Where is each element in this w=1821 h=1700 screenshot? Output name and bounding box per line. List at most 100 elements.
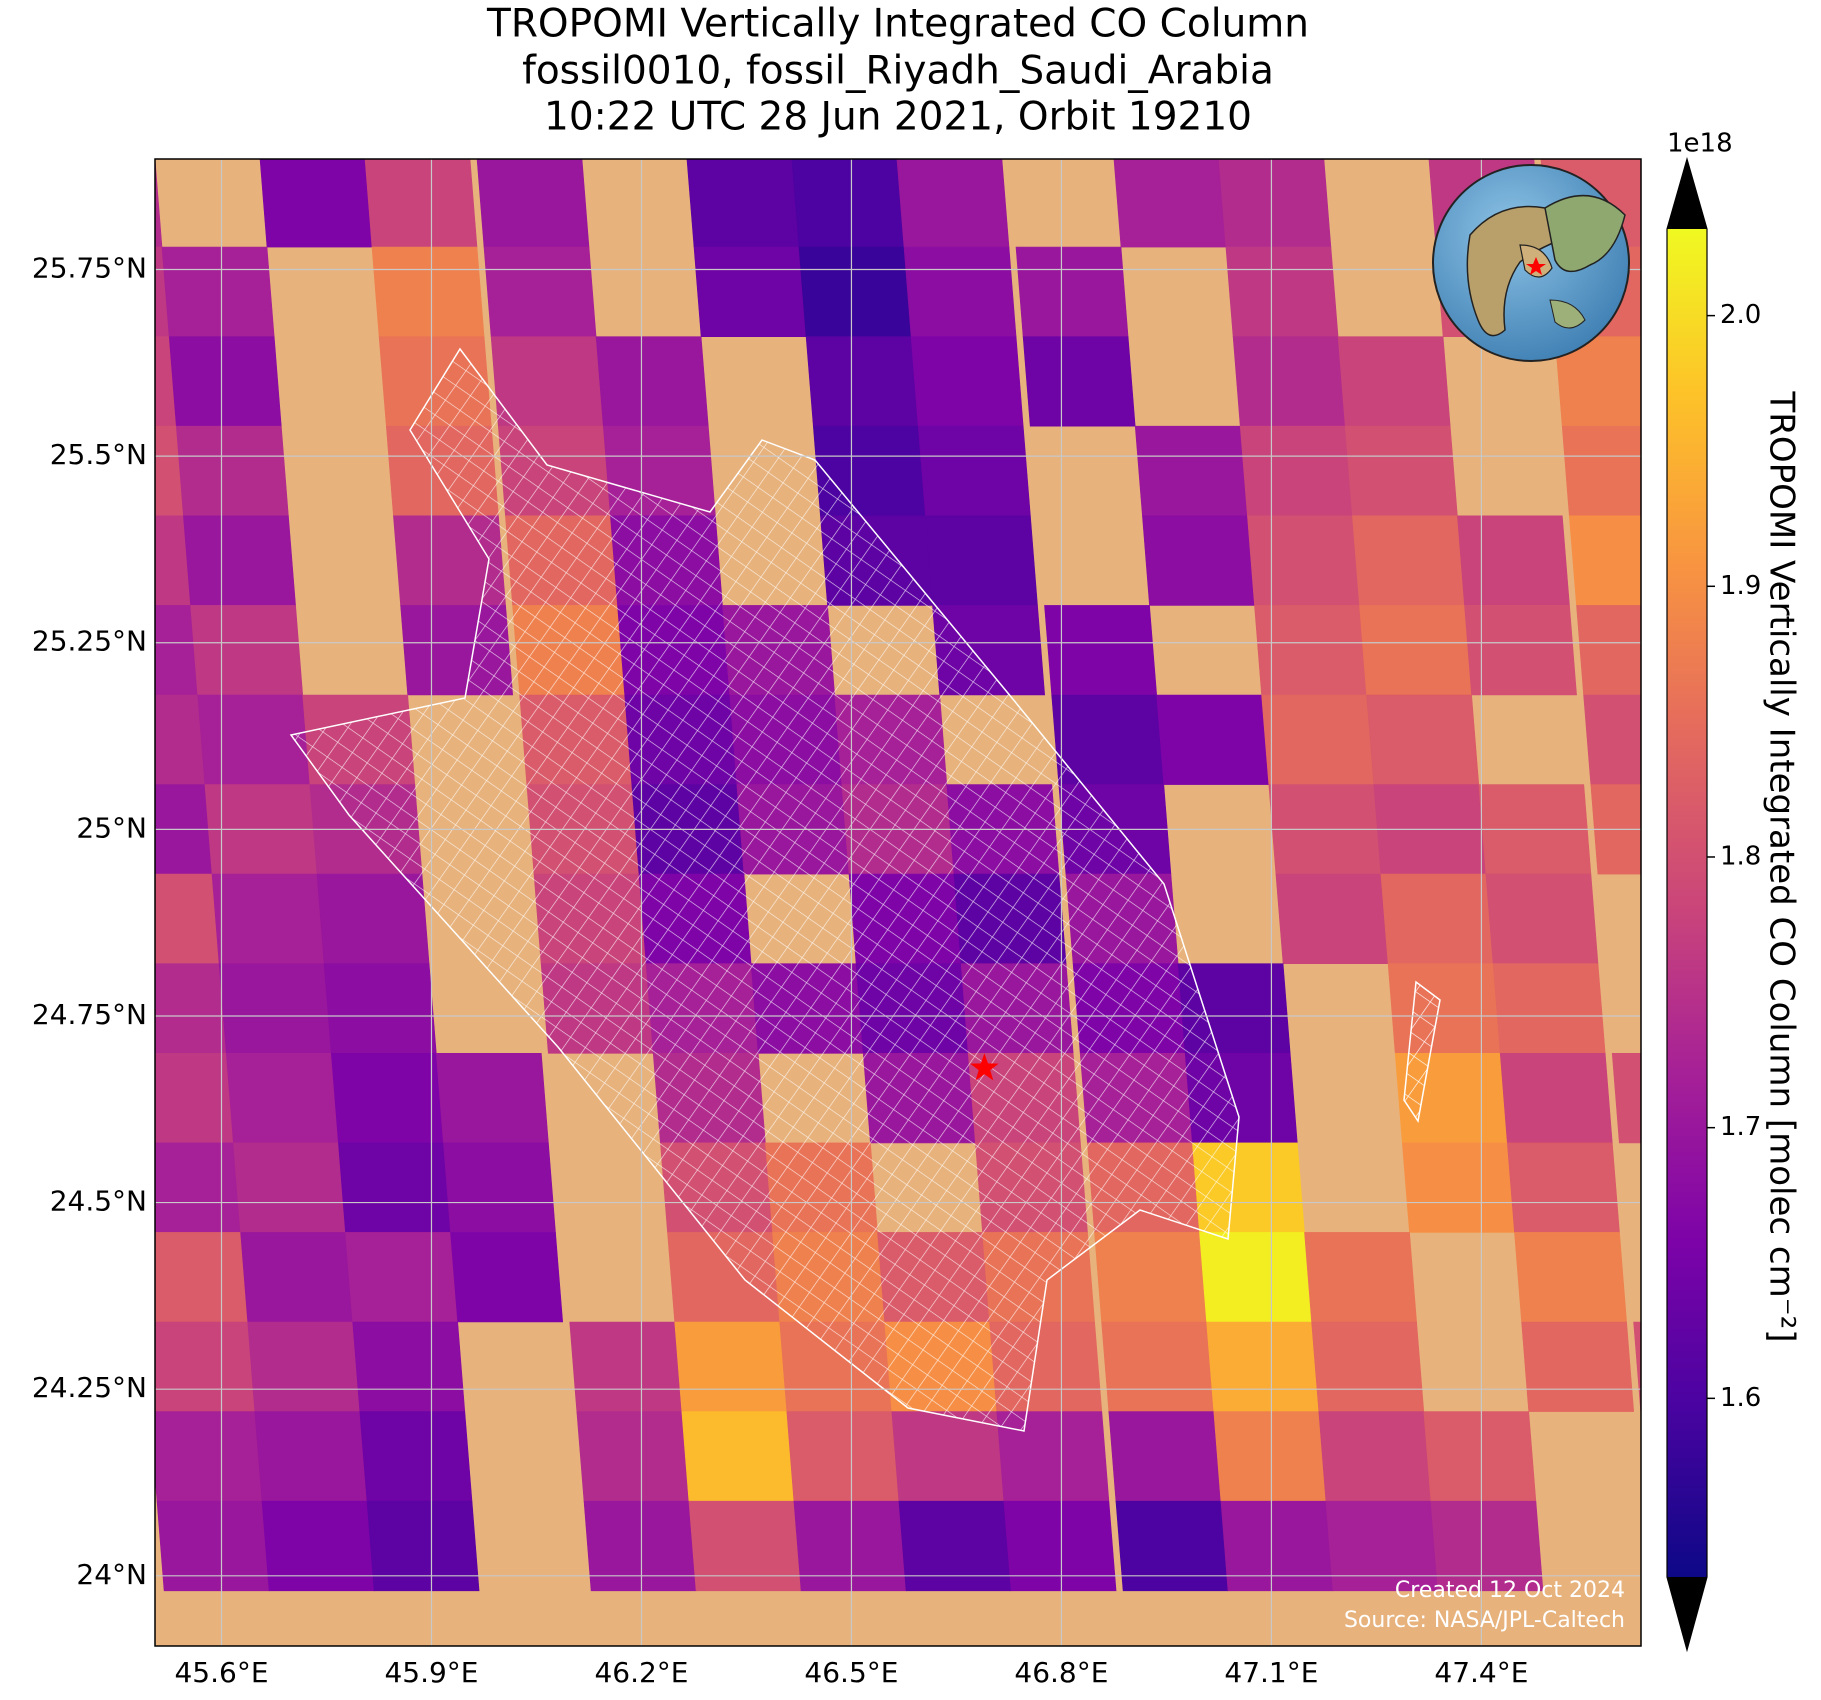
co-pixel — [1304, 1232, 1417, 1323]
co-pixel — [1220, 1500, 1334, 1592]
x-tick-label: 45.6°E — [174, 1656, 268, 1689]
co-pixel — [359, 1411, 473, 1502]
co-pixel — [183, 515, 296, 606]
y-tick-label: 25.25°N — [32, 625, 147, 658]
co-pixel — [1115, 1500, 1229, 1592]
credit: Created 12 Oct 2024 — [1395, 1578, 1625, 1603]
co-pixel — [155, 1053, 234, 1144]
co-pixel — [1094, 1232, 1207, 1323]
y-tick-label: 25.75°N — [32, 251, 147, 284]
co-pixel — [1430, 1500, 1544, 1592]
globe-inset — [1432, 164, 1630, 362]
co-pixel — [1213, 1411, 1327, 1502]
co-pixel — [364, 159, 478, 248]
co-pixel — [1311, 1321, 1425, 1412]
co-pixel — [1576, 605, 1641, 696]
co-pixel — [323, 963, 437, 1054]
colorbar-gradient — [1667, 229, 1707, 1577]
co-pixel — [197, 694, 311, 785]
co-pixel — [1199, 1232, 1312, 1323]
co-pixel — [1003, 1500, 1117, 1592]
colorbar-tick-label: 2.0 — [1720, 300, 1761, 330]
gridlines — [155, 159, 1641, 1646]
co-pixel — [1352, 515, 1465, 606]
colorbar-label: TROPOMI Vertically Integrated CO Column … — [1762, 390, 1802, 1342]
y-tick-label: 24.5°N — [50, 1185, 147, 1218]
co-pixel — [1101, 1321, 1215, 1412]
co-pixel — [1015, 246, 1129, 338]
co-pixel — [1568, 515, 1641, 606]
co-pixel — [1387, 963, 1501, 1054]
co-pixel — [569, 1321, 683, 1412]
co-pixel — [1156, 694, 1270, 785]
co-pixel — [155, 336, 177, 427]
co-pixel — [791, 159, 905, 248]
co-pixel — [576, 1411, 690, 1502]
co-pixel — [155, 873, 220, 965]
x-tick-label: 46.5°E — [804, 1656, 898, 1689]
co-pixel — [483, 246, 597, 338]
co-pixel — [435, 1053, 549, 1144]
co-pixel — [1457, 515, 1570, 606]
x-tick-label: 45.9°E — [384, 1656, 478, 1689]
co-pixel — [155, 1321, 256, 1412]
subtitle: 10:22 UTC 28 Jun 2021, Orbit 19210 — [544, 95, 1252, 140]
co-pixel — [583, 1500, 697, 1592]
x-tick-label: 46.2°E — [594, 1656, 688, 1689]
co-pixel — [338, 1142, 451, 1233]
co-pixel — [211, 873, 325, 965]
co-pixel — [247, 1321, 361, 1412]
map-frame — [154, 158, 1642, 1647]
co-pixel — [1344, 425, 1458, 517]
co-pixel — [1423, 1411, 1537, 1502]
co-pixel — [891, 1411, 1005, 1502]
co-pixel — [161, 246, 275, 338]
co-pixel — [240, 1232, 354, 1323]
co-pixel — [155, 1232, 249, 1323]
co-pixel — [330, 1053, 444, 1144]
co-pixel — [218, 963, 332, 1054]
co-pixel — [798, 246, 912, 338]
co-pixel — [1485, 873, 1599, 965]
x-tick-label: 47.1°E — [1224, 1656, 1318, 1689]
co-pixel — [233, 1142, 346, 1233]
co-pixel — [1583, 694, 1641, 785]
title: TROPOMI Vertically Integrated CO Column — [486, 2, 1309, 47]
colorbar: 1e18 TROPOMI Vertically Integrated CO Co… — [1666, 129, 1802, 1653]
co-pixel — [793, 1500, 907, 1592]
co-pixel — [686, 159, 800, 248]
co-pixel — [917, 425, 1031, 517]
co-pixel — [896, 159, 1010, 248]
co-pixel — [1206, 1321, 1320, 1412]
co-pixel — [1232, 336, 1346, 427]
colorbar-tick-label: 1.9 — [1720, 571, 1761, 601]
colorbar-offset: 1e18 — [1667, 129, 1733, 159]
co-pixel — [1554, 336, 1641, 427]
co-pixel — [190, 605, 304, 696]
co-pixel — [1108, 1411, 1222, 1502]
y-tick-label: 24°N — [76, 1558, 147, 1591]
co-pixel — [254, 1411, 368, 1502]
co-pixel — [1142, 515, 1255, 606]
co-pixel — [316, 873, 430, 965]
co-pixel — [693, 246, 807, 338]
co-pixel — [595, 336, 709, 427]
co-pixel — [1225, 246, 1339, 338]
colorbar-tick-label: 1.7 — [1720, 1112, 1761, 1142]
co-pixel — [168, 336, 282, 427]
x-tick-label: 46.8°E — [1014, 1656, 1108, 1689]
co-pixel — [1611, 1053, 1641, 1144]
co-pixel — [805, 336, 919, 427]
co-pixel — [1359, 605, 1472, 696]
co-pixel — [1239, 425, 1353, 517]
co-pixel — [345, 1232, 459, 1323]
co-pixel — [155, 694, 206, 785]
co-pixel — [1561, 425, 1641, 517]
co-pixel — [259, 159, 373, 248]
y-tick-label: 24.75°N — [32, 998, 147, 1031]
co-pixel — [1521, 1321, 1635, 1412]
map: Created 12 Oct 2024 Source: NASA/JPL-Cal… — [155, 159, 1641, 1646]
co-pixel — [898, 1500, 1012, 1592]
co-pixel — [1506, 1142, 1620, 1233]
